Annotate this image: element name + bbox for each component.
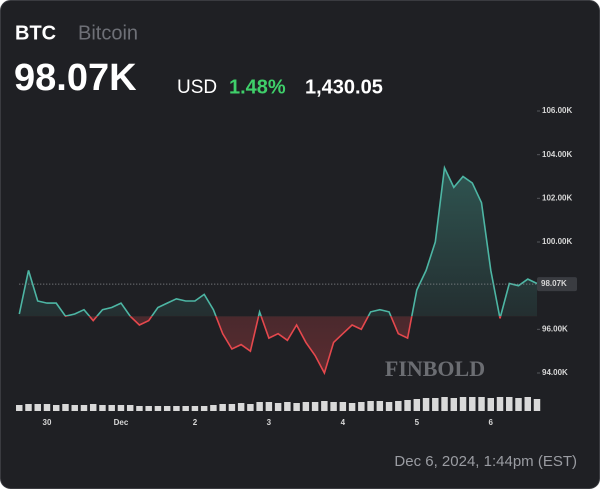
price-line-down [64, 316, 502, 376]
y-tick-label: 96.00K [542, 324, 568, 333]
volume-bar [311, 402, 319, 411]
y-tick-label: 102.00K [542, 193, 572, 202]
volume-bar [265, 402, 273, 411]
volume-bar [469, 397, 476, 411]
x-tick-label: 5 [415, 418, 420, 427]
volume-bar [126, 405, 134, 411]
volume-bar [247, 404, 254, 411]
y-tick-label: 106.00K [542, 106, 572, 115]
volume-bar [34, 404, 41, 411]
timestamp: Dec 6, 2024, 1:44pm (EST) [394, 453, 577, 470]
volume-bar [182, 406, 189, 411]
volume-bar [71, 405, 78, 411]
volume-bar [191, 406, 199, 411]
symbol: BTC [15, 22, 56, 44]
volume-bar [293, 403, 300, 411]
watermark: FINBOLD [385, 356, 485, 381]
volume-bar [163, 406, 171, 411]
price: 98.07K [14, 57, 137, 99]
volume-bar [450, 398, 458, 411]
volume-bar [145, 406, 152, 411]
currency: USD [177, 77, 217, 98]
x-tick-label: 4 [341, 418, 346, 427]
volume-bar [52, 405, 60, 411]
volume-bar [478, 397, 485, 411]
volume-bar [441, 397, 448, 411]
volume-bar [256, 402, 263, 411]
volume-bar [321, 401, 328, 411]
volume-bar [89, 404, 97, 411]
volume-bar [99, 405, 106, 411]
x-tick-label: 30 [43, 418, 52, 427]
volume-bar [219, 404, 226, 411]
x-tick-label: 3 [267, 418, 272, 427]
change-absolute: 1,430.05 [305, 76, 383, 98]
volume-bar [154, 406, 162, 411]
volume-bar [358, 402, 365, 411]
volume-bar [200, 406, 208, 411]
volume-bar [422, 398, 430, 411]
area-up [19, 167, 537, 317]
volume-bar [376, 401, 384, 411]
y-tick-label: 94.00K [542, 368, 568, 377]
last-price-tag [537, 277, 577, 292]
volume-bar [459, 397, 467, 411]
volume-bar [16, 405, 23, 411]
volume-bar [302, 402, 310, 411]
x-tick-label: 2 [193, 418, 198, 427]
volume-bar [210, 405, 217, 411]
volume-bar [284, 402, 291, 411]
volume-bar [533, 399, 541, 411]
volume-bar [339, 402, 347, 411]
volume-bar [80, 405, 88, 411]
volume-bar [108, 405, 115, 411]
volume-bar [385, 402, 393, 411]
volume-bar [173, 406, 180, 411]
asset-name: Bitcoin [78, 22, 138, 44]
last-price-label: 98.07K [541, 279, 567, 288]
volume-bar [432, 398, 439, 411]
x-tick-label: 6 [489, 418, 494, 427]
volume-bar [117, 405, 125, 411]
volume-bar [237, 403, 245, 411]
volume-bar [413, 399, 421, 411]
y-tick-label: 104.00K [542, 150, 572, 159]
y-tick-label: 100.00K [542, 237, 572, 246]
volume-bar [395, 401, 402, 411]
volume-bar [515, 398, 522, 411]
volume-bar [367, 401, 374, 411]
volume-bar [487, 398, 495, 411]
volume-bar [496, 397, 504, 411]
volume-bar [136, 406, 143, 411]
volume-bar [506, 397, 513, 411]
volume-bar [348, 403, 356, 411]
volume-bar [404, 400, 411, 411]
volume-bar [62, 404, 69, 411]
volume-bar [43, 404, 51, 411]
volume-bar [25, 404, 32, 411]
volume-bar [274, 403, 282, 411]
volume-bar [524, 397, 531, 411]
x-tick-label: Dec [114, 418, 129, 427]
volume-bar [330, 402, 337, 411]
volume-bar [228, 404, 236, 411]
change-percent: 1.48% [229, 76, 286, 98]
area-down [89, 316, 501, 373]
price-line-up [18, 164, 538, 317]
